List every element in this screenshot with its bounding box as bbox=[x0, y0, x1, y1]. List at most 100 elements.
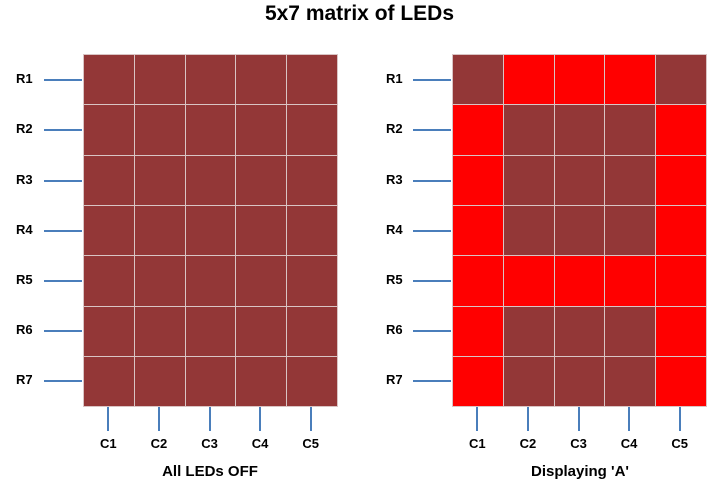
column-wire bbox=[628, 407, 631, 432]
column-wire bbox=[309, 407, 312, 432]
column-label: C5 bbox=[671, 436, 688, 452]
row-label: R3 bbox=[16, 171, 33, 187]
row-label: R7 bbox=[16, 372, 33, 388]
led-r5-c4-on bbox=[605, 256, 656, 306]
led-r3-c1-off bbox=[84, 155, 134, 206]
led-r4-c3-off bbox=[554, 206, 605, 256]
column-label: C1 bbox=[468, 436, 486, 452]
column-wire bbox=[157, 407, 160, 432]
row-label: R2 bbox=[386, 121, 403, 137]
column-label: C3 bbox=[201, 436, 218, 452]
led-r7-c3-off bbox=[185, 357, 236, 407]
led-r1-c4-off bbox=[236, 55, 287, 105]
led-r5-c3-on bbox=[554, 256, 605, 306]
matrix-panel-all-off: R1 R2 R3 R4 R5 R6 R7 C1 C2 C3 C4 C5 All LEDs OFF bbox=[16, 54, 338, 480]
led-r1-c3-off bbox=[185, 55, 236, 105]
row-label: R2 bbox=[16, 121, 33, 137]
column-wire bbox=[259, 407, 262, 432]
row-label: R7 bbox=[386, 372, 403, 388]
led-r7-c2-off bbox=[134, 357, 185, 407]
matrix-panel-letter-a: R1 R2 R3 R4 R5 R6 R7 C1 C2 C3 C4 C5 Displaying 'A' bbox=[386, 54, 707, 480]
row-wire bbox=[413, 129, 451, 132]
led-grid bbox=[452, 54, 707, 408]
led-r1-c5-off bbox=[287, 55, 337, 105]
diagram-title: 5x7 matrix of LEDs bbox=[264, 2, 455, 25]
column-wire bbox=[526, 407, 529, 432]
column-wire bbox=[476, 407, 479, 432]
led-r2-c5-off bbox=[287, 105, 337, 155]
column-wire bbox=[107, 407, 110, 432]
led-r5-c1-off bbox=[84, 256, 134, 306]
led-r5-c3-off bbox=[185, 256, 236, 306]
row-wire bbox=[413, 330, 451, 333]
led-r6-c3-off bbox=[185, 306, 236, 357]
row-label: R6 bbox=[16, 322, 33, 338]
column-wire bbox=[678, 407, 681, 432]
led-r1-c5-off bbox=[656, 55, 706, 105]
led-r4-c5-off bbox=[287, 206, 337, 256]
column-label: C3 bbox=[570, 436, 587, 452]
led-r7-c4-off bbox=[236, 357, 287, 407]
row-wire bbox=[44, 129, 82, 132]
led-r6-c2-off bbox=[134, 306, 185, 357]
row-wire bbox=[44, 380, 82, 383]
row-label: R5 bbox=[386, 271, 403, 287]
led-r5-c5-off bbox=[287, 256, 337, 306]
row-label: R3 bbox=[386, 171, 403, 187]
row-wire bbox=[44, 279, 82, 282]
led-r6-c4-off bbox=[605, 306, 656, 357]
row-label: R1 bbox=[16, 71, 33, 87]
row-label: R4 bbox=[386, 221, 403, 237]
column-label: C2 bbox=[150, 436, 168, 452]
led-r5-c4-off bbox=[236, 256, 287, 306]
row-label: R1 bbox=[386, 71, 403, 87]
led-r7-c1-on bbox=[453, 357, 503, 407]
led-r1-c4-on bbox=[605, 55, 656, 105]
led-r4-c4-off bbox=[236, 206, 287, 256]
led-r4-c2-off bbox=[503, 206, 554, 256]
led-r5-c2-off bbox=[134, 256, 185, 306]
led-r3-c4-off bbox=[605, 155, 656, 206]
led-r3-c1-on bbox=[453, 155, 503, 206]
led-r3-c5-off bbox=[287, 155, 337, 206]
led-r2-c3-off bbox=[554, 105, 605, 155]
led-r7-c2-off bbox=[503, 357, 554, 407]
row-wire bbox=[44, 179, 82, 182]
led-r2-c1-off bbox=[84, 105, 134, 155]
led-r2-c5-on bbox=[656, 105, 706, 155]
led-r7-c5-on bbox=[656, 357, 706, 407]
column-label: C2 bbox=[519, 436, 537, 452]
led-r6-c1-off bbox=[84, 306, 134, 357]
led-r1-c1-off bbox=[453, 55, 503, 105]
led-r4-c1-off bbox=[84, 206, 134, 256]
led-r7-c4-off bbox=[605, 357, 656, 407]
led-r3-c2-off bbox=[134, 155, 185, 206]
led-r2-c2-off bbox=[134, 105, 185, 155]
matrix-caption: Displaying 'A' bbox=[531, 463, 629, 480]
row-wire bbox=[413, 79, 451, 82]
led-r1-c2-off bbox=[134, 55, 185, 105]
led-r6-c5-off bbox=[287, 306, 337, 357]
led-r4-c2-off bbox=[134, 206, 185, 256]
led-r2-c4-off bbox=[605, 105, 656, 155]
column-label: C4 bbox=[620, 436, 638, 452]
column-label: C5 bbox=[302, 436, 319, 452]
led-r6-c1-on bbox=[453, 306, 503, 357]
led-r1-c2-on bbox=[503, 55, 554, 105]
led-r6-c3-off bbox=[554, 306, 605, 357]
led-r2-c1-on bbox=[453, 105, 503, 155]
led-r7-c1-off bbox=[84, 357, 134, 407]
row-label: R6 bbox=[386, 322, 403, 338]
led-r4-c1-on bbox=[453, 206, 503, 256]
led-r4-c4-off bbox=[605, 206, 656, 256]
led-r7-c3-off bbox=[554, 357, 605, 407]
led-r6-c5-on bbox=[656, 306, 706, 357]
row-label: R4 bbox=[16, 221, 33, 237]
led-r5-c5-on bbox=[656, 256, 706, 306]
led-r2-c3-off bbox=[185, 105, 236, 155]
row-wire bbox=[44, 330, 82, 333]
row-wire bbox=[413, 380, 451, 383]
led-r3-c3-off bbox=[554, 155, 605, 206]
row-wire bbox=[44, 79, 82, 82]
led-r5-c1-on bbox=[453, 256, 503, 306]
